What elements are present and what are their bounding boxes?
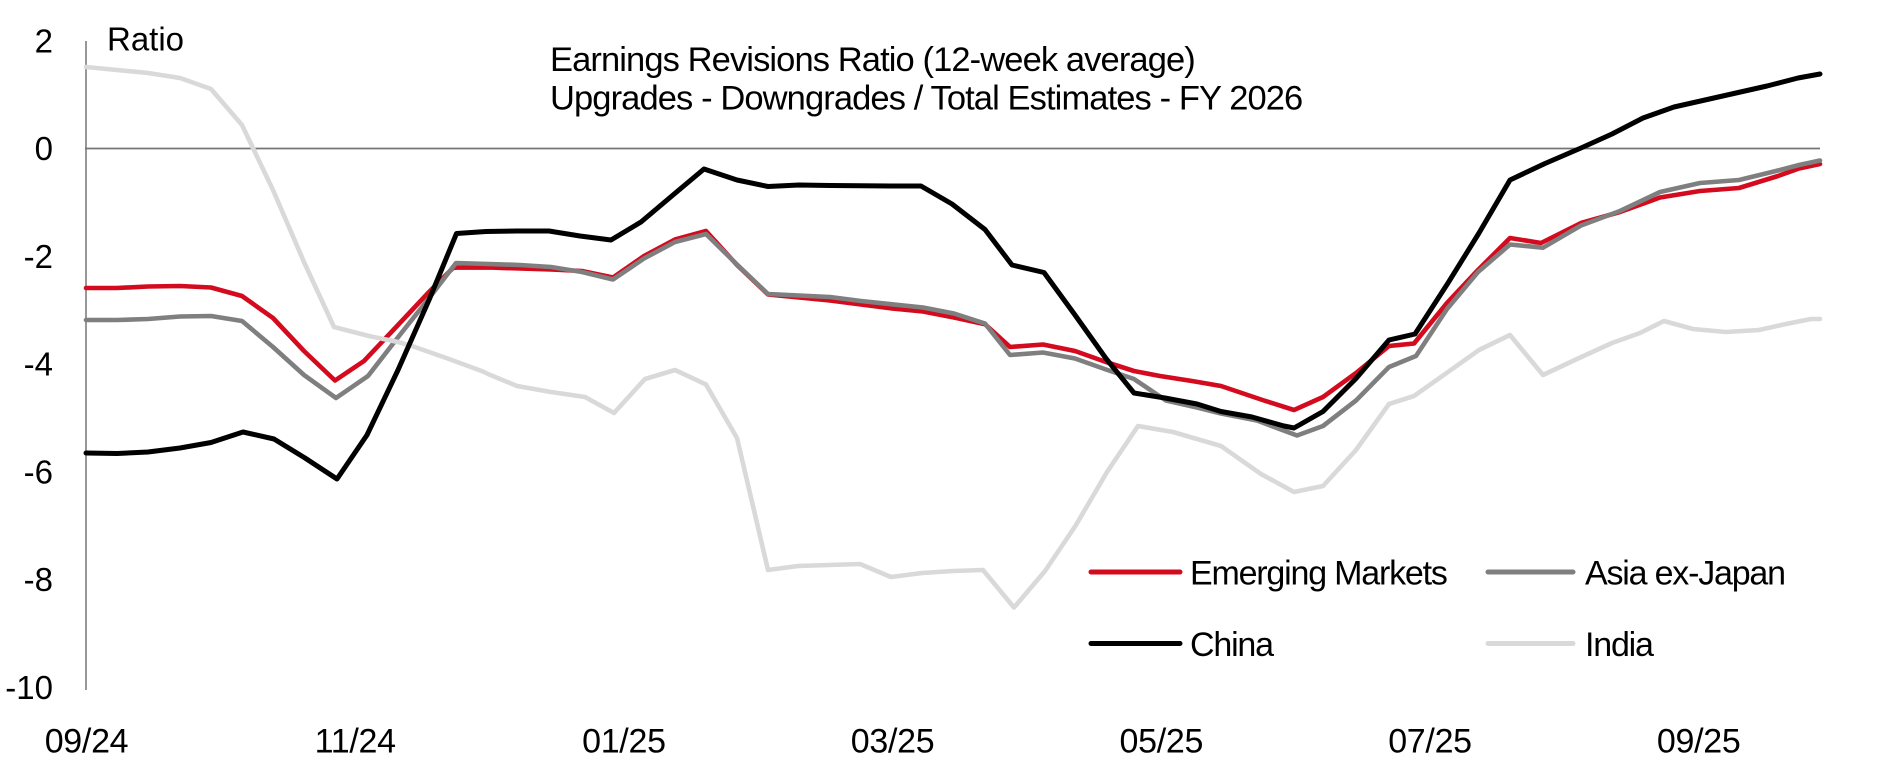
svg-text:01/25: 01/25 (582, 723, 666, 761)
svg-text:India: India (1585, 626, 1654, 664)
svg-text:Ratio: Ratio (107, 21, 184, 58)
svg-text:-8: -8 (24, 561, 53, 598)
svg-text:-6: -6 (24, 453, 53, 490)
svg-text:03/25: 03/25 (851, 723, 935, 761)
svg-text:0: 0 (35, 130, 53, 167)
svg-text:11/24: 11/24 (315, 723, 396, 761)
svg-text:Upgrades - Downgrades / Total: Upgrades - Downgrades / Total Estimates … (550, 80, 1302, 118)
svg-text:2: 2 (35, 23, 53, 60)
svg-text:Asia ex-Japan: Asia ex-Japan (1585, 555, 1785, 593)
svg-text:Emerging Markets: Emerging Markets (1190, 555, 1447, 593)
svg-text:China: China (1190, 626, 1274, 664)
svg-text:05/25: 05/25 (1120, 723, 1204, 761)
svg-text:-4: -4 (24, 346, 53, 383)
svg-text:-10: -10 (5, 669, 53, 706)
svg-text:09/24: 09/24 (45, 723, 129, 761)
svg-text:-2: -2 (24, 238, 53, 275)
svg-text:07/25: 07/25 (1388, 723, 1472, 761)
svg-text:09/25: 09/25 (1657, 723, 1741, 761)
svg-text:Earnings Revisions Ratio (12-w: Earnings Revisions Ratio (12-week averag… (550, 41, 1195, 79)
